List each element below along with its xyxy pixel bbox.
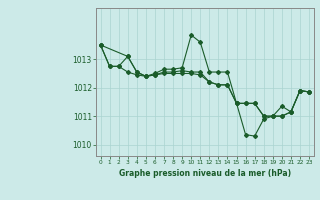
X-axis label: Graphe pression niveau de la mer (hPa): Graphe pression niveau de la mer (hPa)	[119, 169, 291, 178]
